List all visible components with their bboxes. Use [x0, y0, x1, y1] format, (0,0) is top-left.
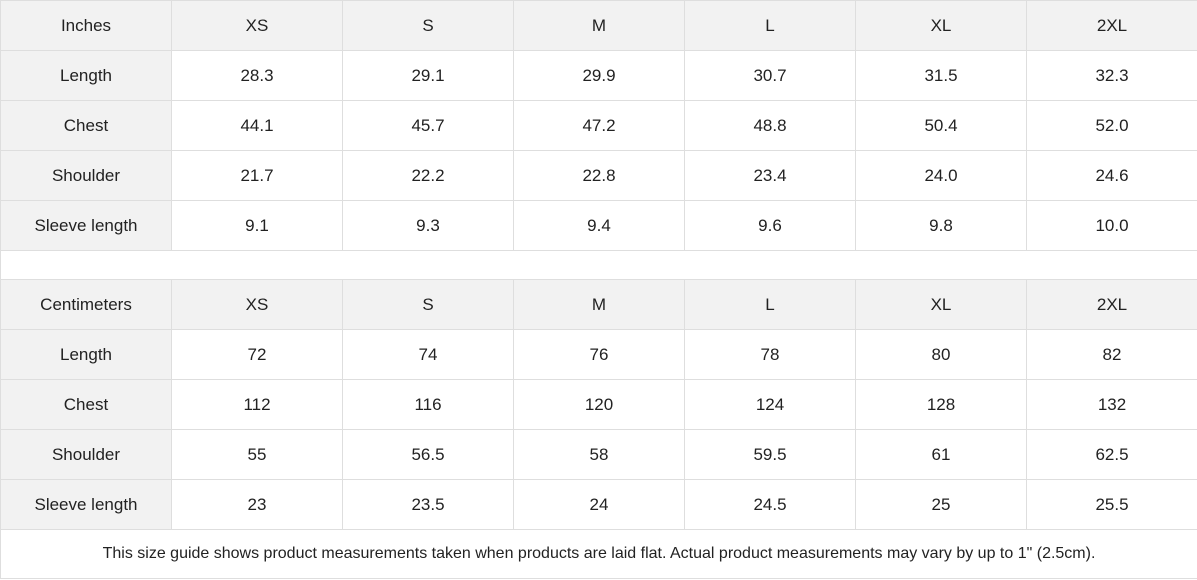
measurement-value: 30.7	[684, 50, 856, 101]
measurement-value: 76	[513, 329, 685, 380]
measurement-value: 21.7	[171, 150, 343, 201]
measurement-value: 128	[855, 379, 1027, 430]
measurement-value: 22.8	[513, 150, 685, 201]
table-row: Sleeve length 9.1 9.3 9.4 9.6 9.8 10.0	[0, 200, 1197, 251]
measurement-value: 10.0	[1026, 200, 1197, 251]
measurement-value: 23	[171, 479, 343, 530]
measurement-value: 29.1	[342, 50, 514, 101]
size-header: XS	[171, 0, 343, 51]
spacer-row	[0, 250, 1197, 280]
measurement-value: 132	[1026, 379, 1197, 430]
measurement-value: 59.5	[684, 429, 856, 480]
size-header: XL	[855, 0, 1027, 51]
measurement-value: 44.1	[171, 100, 343, 151]
measurement-value: 58	[513, 429, 685, 480]
table-row: Length 28.3 29.1 29.9 30.7 31.5 32.3	[0, 50, 1197, 101]
measurement-value: 23.5	[342, 479, 514, 530]
table-row: Shoulder 21.7 22.2 22.8 23.4 24.0 24.6	[0, 150, 1197, 201]
spacer-cell	[0, 250, 1197, 280]
measurement-value: 56.5	[342, 429, 514, 480]
header-row: Centimeters XS S M L XL 2XL	[0, 279, 1197, 330]
measurement-label: Shoulder	[0, 429, 172, 480]
header-row: Inches XS S M L XL 2XL	[0, 0, 1197, 51]
size-header: L	[684, 279, 856, 330]
size-header: M	[513, 0, 685, 51]
size-header: 2XL	[1026, 0, 1197, 51]
measurement-label: Chest	[0, 379, 172, 430]
table-row: Sleeve length 23 23.5 24 24.5 25 25.5	[0, 479, 1197, 530]
measurement-value: 124	[684, 379, 856, 430]
size-header: 2XL	[1026, 279, 1197, 330]
measurement-value: 112	[171, 379, 343, 430]
measurement-value: 29.9	[513, 50, 685, 101]
measurement-value: 9.4	[513, 200, 685, 251]
measurement-value: 82	[1026, 329, 1197, 380]
measurement-value: 24	[513, 479, 685, 530]
table-row: Length 72 74 76 78 80 82	[0, 329, 1197, 380]
size-header: L	[684, 0, 856, 51]
measurement-value: 48.8	[684, 100, 856, 151]
measurement-value: 61	[855, 429, 1027, 480]
measurement-label: Sleeve length	[0, 200, 172, 251]
measurement-value: 72	[171, 329, 343, 380]
measurement-value: 52.0	[1026, 100, 1197, 151]
measurement-value: 9.1	[171, 200, 343, 251]
measurement-value: 55	[171, 429, 343, 480]
measurement-value: 80	[855, 329, 1027, 380]
measurement-label: Chest	[0, 100, 172, 151]
unit-label: Inches	[0, 0, 172, 51]
size-guide-note: This size guide shows product measuremen…	[0, 529, 1197, 579]
size-header: S	[342, 0, 514, 51]
table-row: Chest 112 116 120 124 128 132	[0, 379, 1197, 430]
measurement-label: Sleeve length	[0, 479, 172, 530]
measurement-value: 24.6	[1026, 150, 1197, 201]
measurement-value: 9.3	[342, 200, 514, 251]
measurement-value: 32.3	[1026, 50, 1197, 101]
measurement-value: 25	[855, 479, 1027, 530]
measurement-value: 120	[513, 379, 685, 430]
measurement-value: 9.8	[855, 200, 1027, 251]
measurement-value: 116	[342, 379, 514, 430]
measurement-value: 50.4	[855, 100, 1027, 151]
measurement-value: 28.3	[171, 50, 343, 101]
measurement-value: 9.6	[684, 200, 856, 251]
size-header: M	[513, 279, 685, 330]
measurement-value: 74	[342, 329, 514, 380]
table-row: Chest 44.1 45.7 47.2 48.8 50.4 52.0	[0, 100, 1197, 151]
measurement-value: 24.5	[684, 479, 856, 530]
measurement-value: 62.5	[1026, 429, 1197, 480]
measurement-value: 24.0	[855, 150, 1027, 201]
measurement-value: 31.5	[855, 50, 1027, 101]
size-header: XL	[855, 279, 1027, 330]
measurement-value: 47.2	[513, 100, 685, 151]
measurement-value: 78	[684, 329, 856, 380]
note-row: This size guide shows product measuremen…	[0, 529, 1197, 579]
measurement-label: Length	[0, 50, 172, 101]
measurement-label: Length	[0, 329, 172, 380]
measurement-value: 45.7	[342, 100, 514, 151]
table-row: Shoulder 55 56.5 58 59.5 61 62.5	[0, 429, 1197, 480]
measurement-value: 23.4	[684, 150, 856, 201]
unit-label: Centimeters	[0, 279, 172, 330]
size-header: S	[342, 279, 514, 330]
measurement-value: 22.2	[342, 150, 514, 201]
size-header: XS	[171, 279, 343, 330]
measurement-value: 25.5	[1026, 479, 1197, 530]
measurement-label: Shoulder	[0, 150, 172, 201]
